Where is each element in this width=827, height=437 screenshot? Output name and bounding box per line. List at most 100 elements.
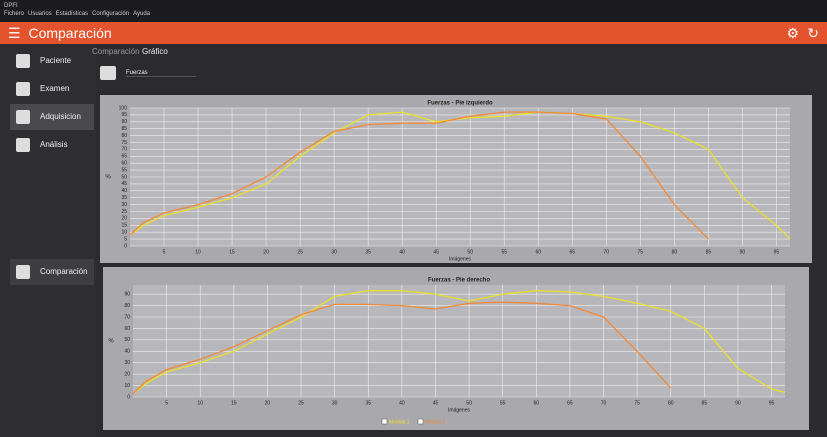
x-tick-label: 35	[365, 400, 371, 406]
y-tick-label: 0	[124, 243, 127, 249]
x-tick-label: 60	[535, 249, 541, 255]
x-tick-label: 75	[638, 249, 644, 255]
menu-item[interactable]: Ayuda	[133, 11, 150, 17]
x-tick-label: 55	[501, 249, 507, 255]
sidebar-item[interactable]: Examen	[10, 76, 94, 102]
x-tick-label: 25	[297, 249, 303, 255]
x-tick-label: 75	[634, 400, 640, 406]
y-tick-label: 45	[121, 181, 127, 187]
x-tick-label: 60	[534, 400, 540, 406]
y-tick-label: 95	[121, 112, 127, 118]
settings-icon[interactable]: ⚙	[786, 25, 799, 41]
y-tick-label: 70	[121, 147, 127, 153]
sidebar-label: Adquisicion	[40, 112, 81, 121]
legend-checkbox[interactable]	[417, 418, 424, 425]
x-tick-label: 70	[601, 400, 607, 406]
title-bar: DPFI Fichero Usuarios Estadísticas Configur…	[0, 0, 827, 22]
refresh-icon[interactable]: ↻	[807, 25, 819, 41]
x-tick-label: 35	[365, 249, 371, 255]
tab[interactable]: Gráfico	[142, 47, 168, 56]
y-tick-label: 10	[124, 383, 130, 389]
x-tick-label: 50	[467, 249, 473, 255]
y-tick-label: 60	[121, 161, 127, 167]
tab[interactable]: Comparación	[92, 47, 140, 56]
header: ☰ Comparación ⚙ ↻	[0, 22, 827, 44]
x-tick-label: 55	[500, 400, 506, 406]
sidebar-item[interactable]: Análisis	[10, 132, 94, 158]
y-tick-label: 0	[127, 394, 130, 400]
menu-item[interactable]: Estadísticas	[55, 11, 89, 17]
window-title: DPFI	[4, 3, 18, 9]
x-tick-label: 95	[769, 400, 775, 406]
sidebar-item[interactable]: Comparación	[10, 259, 94, 285]
sidebar-label: Análisis	[40, 140, 68, 149]
x-tick-label: 45	[433, 249, 439, 255]
y-tick-label: 20	[121, 216, 127, 222]
x-tick-label: 90	[740, 249, 746, 255]
header-title: Comparación	[28, 25, 112, 41]
sidebar-item[interactable]: Paciente	[10, 48, 94, 74]
y-tick-label: 10	[121, 230, 127, 236]
y-tick-label: 80	[124, 303, 130, 309]
y-tick-label: 5	[124, 236, 127, 242]
sidebar-icon	[16, 54, 30, 68]
plot-area	[133, 285, 785, 397]
x-tick-label: 30	[332, 400, 338, 406]
menu-item[interactable]: Configuración	[92, 11, 130, 17]
y-tick-label: 50	[121, 174, 127, 180]
sidebar-label: Examen	[40, 84, 70, 93]
x-tick-label: 65	[569, 249, 575, 255]
print-icon[interactable]	[100, 66, 116, 80]
y-tick-label: 40	[121, 188, 127, 194]
sidebar-icon	[16, 82, 30, 96]
x-tick-label: 10	[197, 400, 203, 406]
x-tick-label: 25	[298, 400, 304, 406]
y-axis-label: %	[105, 175, 111, 181]
y-tick-label: 35	[121, 195, 127, 201]
sidebar-item[interactable]: Adquisicion	[10, 104, 94, 130]
legend-label: Medida 1	[389, 419, 410, 425]
y-tick-label: 30	[121, 202, 127, 208]
sidebar-icon	[16, 138, 30, 152]
x-tick-label: 20	[263, 249, 269, 255]
menu-item[interactable]: Usuarios	[28, 11, 52, 17]
y-tick-label: 75	[121, 140, 127, 146]
x-tick-label: 20	[265, 400, 271, 406]
y-tick-label: 55	[121, 167, 127, 173]
chart-title: Fuerzas - Pie derecho	[428, 278, 490, 284]
y-tick-label: 20	[124, 371, 130, 377]
x-tick-label: 40	[399, 400, 405, 406]
x-tick-label: 5	[163, 249, 166, 255]
y-axis-label: %	[108, 339, 114, 345]
x-tick-label: 30	[331, 249, 337, 255]
y-tick-label: 90	[124, 291, 130, 297]
y-tick-label: 90	[121, 119, 127, 125]
y-tick-label: 65	[121, 154, 127, 160]
y-tick-label: 70	[124, 314, 130, 320]
x-tick-label: 85	[702, 400, 708, 406]
x-tick-label: 10	[195, 249, 201, 255]
menu-item[interactable]: Fichero	[4, 11, 25, 17]
legend-checkbox[interactable]	[381, 418, 388, 425]
x-tick-label: 90	[735, 400, 741, 406]
x-tick-label: 80	[672, 249, 678, 255]
data-line	[132, 290, 786, 395]
y-tick-label: 15	[121, 223, 127, 229]
x-tick-label: 15	[231, 400, 237, 406]
x-axis-label: Imágenes	[448, 407, 470, 413]
y-tick-label: 25	[121, 209, 127, 215]
x-tick-label: 15	[229, 249, 235, 255]
sidebar-icon	[16, 265, 30, 279]
sidebar-label: Comparación	[40, 267, 88, 276]
y-tick-label: 40	[124, 349, 130, 355]
y-tick-label: 50	[124, 337, 130, 343]
x-tick-label: 40	[399, 249, 405, 255]
y-tick-label: 80	[121, 133, 127, 139]
menu-icon[interactable]: ☰	[8, 25, 21, 41]
dropdown[interactable]: Fuerzas	[126, 70, 196, 77]
x-tick-label: 85	[706, 249, 712, 255]
y-tick-label: 100	[119, 105, 128, 111]
sidebar: Paciente Examen Adquisicion Análisis Compara…	[0, 44, 96, 437]
